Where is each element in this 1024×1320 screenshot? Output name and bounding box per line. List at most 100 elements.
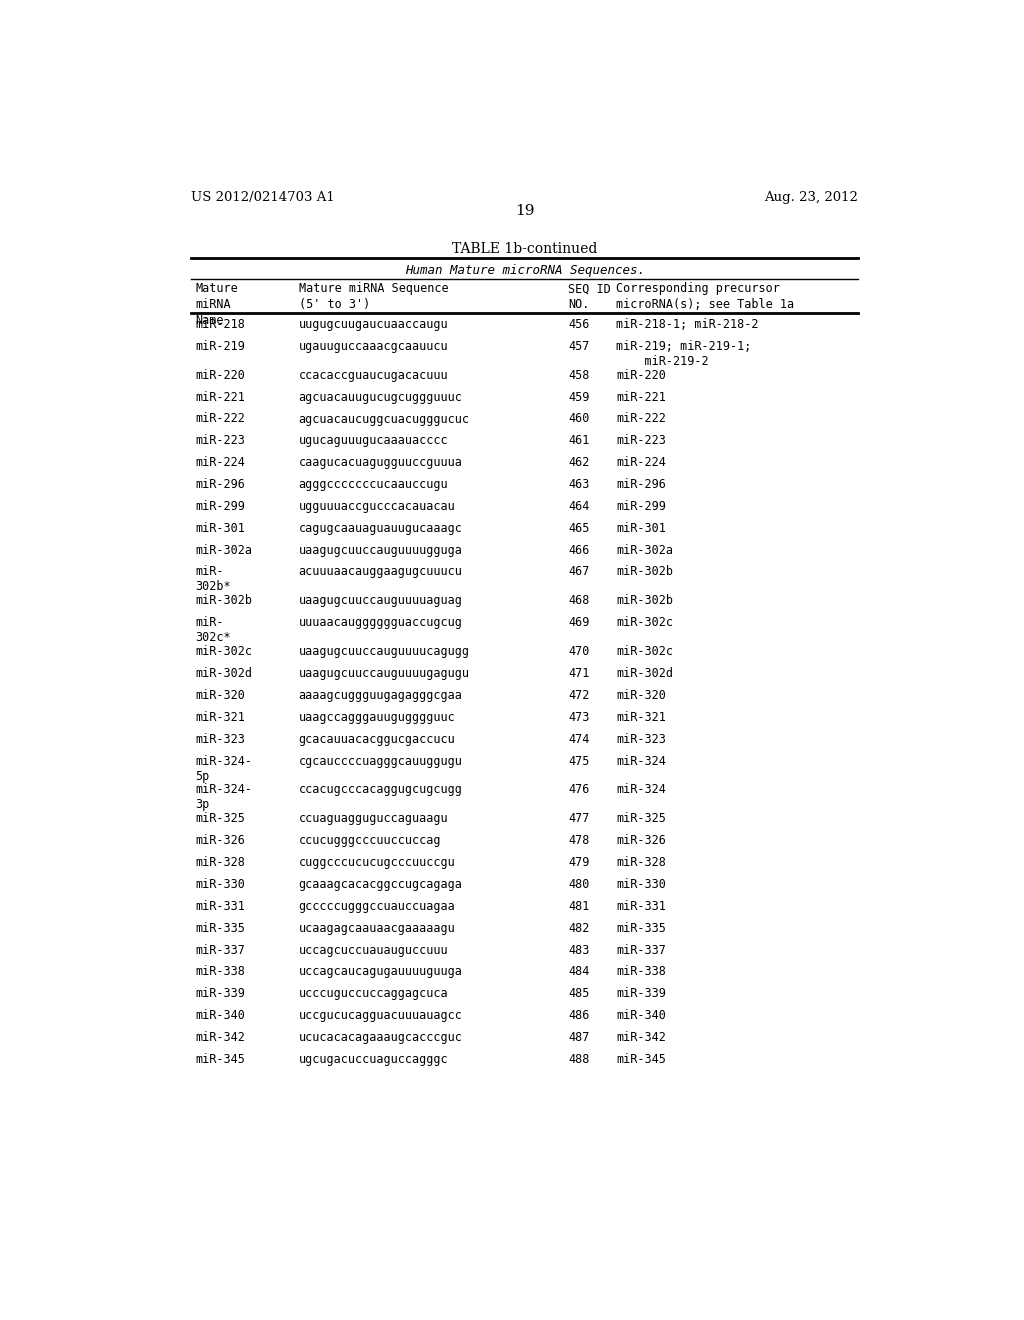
Text: 480: 480 bbox=[568, 878, 590, 891]
Text: gcacauuacacggucgaccucu: gcacauuacacggucgaccucu bbox=[299, 733, 456, 746]
Text: miR-224: miR-224 bbox=[616, 457, 666, 469]
Text: miR-325: miR-325 bbox=[196, 812, 246, 825]
Text: 488: 488 bbox=[568, 1053, 590, 1065]
Text: 468: 468 bbox=[568, 594, 590, 607]
Text: ugauuguccaaacgcaauucu: ugauuguccaaacgcaauucu bbox=[299, 339, 449, 352]
Text: Mature
miRNA
Name: Mature miRNA Name bbox=[196, 282, 239, 327]
Text: Human Mature microRNA Sequences.: Human Mature microRNA Sequences. bbox=[404, 264, 645, 277]
Text: miR-
302c*: miR- 302c* bbox=[196, 616, 231, 644]
Text: 467: 467 bbox=[568, 565, 590, 578]
Text: miR-342: miR-342 bbox=[196, 1031, 246, 1044]
Text: 487: 487 bbox=[568, 1031, 590, 1044]
Text: miR-220: miR-220 bbox=[616, 368, 666, 381]
Text: ugguuuaccgucccacauacau: ugguuuaccgucccacauacau bbox=[299, 500, 456, 513]
Text: miR-302c: miR-302c bbox=[616, 616, 673, 630]
Text: 460: 460 bbox=[568, 412, 590, 425]
Text: 478: 478 bbox=[568, 834, 590, 847]
Text: 471: 471 bbox=[568, 667, 590, 680]
Text: miR-339: miR-339 bbox=[616, 987, 666, 1001]
Text: ugcugacuccuaguccagggc: ugcugacuccuaguccagggc bbox=[299, 1053, 449, 1065]
Text: miR-337: miR-337 bbox=[616, 944, 666, 957]
Text: agcuacaucuggcuacugggucuc: agcuacaucuggcuacugggucuc bbox=[299, 412, 470, 425]
Text: miR-328: miR-328 bbox=[196, 857, 246, 869]
Text: miR-296: miR-296 bbox=[196, 478, 246, 491]
Text: cagugcaauaguauugucaaagc: cagugcaauaguauugucaaagc bbox=[299, 521, 463, 535]
Text: 485: 485 bbox=[568, 987, 590, 1001]
Text: miR-337: miR-337 bbox=[196, 944, 246, 957]
Text: miR-338: miR-338 bbox=[196, 965, 246, 978]
Text: miR-218: miR-218 bbox=[196, 318, 246, 331]
Text: uaagugcuuccauguuuugguga: uaagugcuuccauguuuugguga bbox=[299, 544, 463, 557]
Text: miR-
302b*: miR- 302b* bbox=[196, 565, 231, 594]
Text: ccucugggcccuuccuccag: ccucugggcccuuccuccag bbox=[299, 834, 441, 847]
Text: 472: 472 bbox=[568, 689, 590, 702]
Text: uaagugcuuccauguuuucagugg: uaagugcuuccauguuuucagugg bbox=[299, 645, 470, 659]
Text: 470: 470 bbox=[568, 645, 590, 659]
Text: miR-223: miR-223 bbox=[616, 434, 666, 447]
Text: miR-219: miR-219 bbox=[196, 339, 246, 352]
Text: agggcccccccucaauccugu: agggcccccccucaauccugu bbox=[299, 478, 449, 491]
Text: uaagugcuuccauguuuugagugu: uaagugcuuccauguuuugagugu bbox=[299, 667, 470, 680]
Text: miR-339: miR-339 bbox=[196, 987, 246, 1001]
Text: 463: 463 bbox=[568, 478, 590, 491]
Text: miR-301: miR-301 bbox=[616, 521, 666, 535]
Text: miR-325: miR-325 bbox=[616, 812, 666, 825]
Text: miR-331: miR-331 bbox=[616, 900, 666, 913]
Text: 466: 466 bbox=[568, 544, 590, 557]
Text: miR-324: miR-324 bbox=[616, 755, 666, 767]
Text: cuggcccucucugcccuuccgu: cuggcccucucugcccuuccgu bbox=[299, 857, 456, 869]
Text: SEQ ID
NO.: SEQ ID NO. bbox=[568, 282, 611, 312]
Text: acuuuaacauggaagugcuuucu: acuuuaacauggaagugcuuucu bbox=[299, 565, 463, 578]
Text: miR-335: miR-335 bbox=[616, 921, 666, 935]
Text: miR-218-1; miR-218-2: miR-218-1; miR-218-2 bbox=[616, 318, 759, 331]
Text: 458: 458 bbox=[568, 368, 590, 381]
Text: miR-340: miR-340 bbox=[616, 1008, 666, 1022]
Text: uugugcuugaucuaaccaugu: uugugcuugaucuaaccaugu bbox=[299, 318, 449, 331]
Text: uuuaacaugggggguaccugcug: uuuaacaugggggguaccugcug bbox=[299, 616, 463, 630]
Text: miR-321: miR-321 bbox=[196, 710, 246, 723]
Text: miR-220: miR-220 bbox=[196, 368, 246, 381]
Text: ucucacacagaaaugcacccguc: ucucacacagaaaugcacccguc bbox=[299, 1031, 463, 1044]
Text: 464: 464 bbox=[568, 500, 590, 513]
Text: miR-340: miR-340 bbox=[196, 1008, 246, 1022]
Text: miR-222: miR-222 bbox=[196, 412, 246, 425]
Text: miR-221: miR-221 bbox=[616, 391, 666, 404]
Text: miR-330: miR-330 bbox=[196, 878, 246, 891]
Text: miR-326: miR-326 bbox=[616, 834, 666, 847]
Text: 479: 479 bbox=[568, 857, 590, 869]
Text: miR-320: miR-320 bbox=[616, 689, 666, 702]
Text: uaagugcuuccauguuuuaguag: uaagugcuuccauguuuuaguag bbox=[299, 594, 463, 607]
Text: Mature miRNA Sequence
(5' to 3'): Mature miRNA Sequence (5' to 3') bbox=[299, 282, 449, 312]
Text: miR-219; miR-219-1;
    miR-219-2: miR-219; miR-219-1; miR-219-2 bbox=[616, 339, 752, 368]
Text: miR-320: miR-320 bbox=[196, 689, 246, 702]
Text: ucaagagcaauaacgaaaaagu: ucaagagcaauaacgaaaaagu bbox=[299, 921, 456, 935]
Text: ugucaguuugucaaauacccc: ugucaguuugucaaauacccc bbox=[299, 434, 449, 447]
Text: miR-324-
5p: miR-324- 5p bbox=[196, 755, 253, 783]
Text: uaagccagggauugugggguuc: uaagccagggauugugggguuc bbox=[299, 710, 456, 723]
Text: Corresponding precursor
microRNA(s); see Table 1a: Corresponding precursor microRNA(s); see… bbox=[616, 282, 795, 312]
Text: 484: 484 bbox=[568, 965, 590, 978]
Text: ucccuguccuccaggagcuca: ucccuguccuccaggagcuca bbox=[299, 987, 449, 1001]
Text: miR-345: miR-345 bbox=[616, 1053, 666, 1065]
Text: miR-331: miR-331 bbox=[196, 900, 246, 913]
Text: miR-321: miR-321 bbox=[616, 710, 666, 723]
Text: miR-302b: miR-302b bbox=[196, 594, 253, 607]
Text: caagucacuagugguuccguuua: caagucacuagugguuccguuua bbox=[299, 457, 463, 469]
Text: miR-302b: miR-302b bbox=[616, 565, 673, 578]
Text: TABLE 1b-continued: TABLE 1b-continued bbox=[453, 242, 597, 256]
Text: 482: 482 bbox=[568, 921, 590, 935]
Text: miR-345: miR-345 bbox=[196, 1053, 246, 1065]
Text: miR-299: miR-299 bbox=[196, 500, 246, 513]
Text: agcuacauugucugcuggguuuc: agcuacauugucugcuggguuuc bbox=[299, 391, 463, 404]
Text: miR-342: miR-342 bbox=[616, 1031, 666, 1044]
Text: miR-302d: miR-302d bbox=[196, 667, 253, 680]
Text: 481: 481 bbox=[568, 900, 590, 913]
Text: miR-302c: miR-302c bbox=[196, 645, 253, 659]
Text: miR-299: miR-299 bbox=[616, 500, 666, 513]
Text: uccgucucagguacuuuauagcc: uccgucucagguacuuuauagcc bbox=[299, 1008, 463, 1022]
Text: miR-323: miR-323 bbox=[196, 733, 246, 746]
Text: 462: 462 bbox=[568, 457, 590, 469]
Text: miR-224: miR-224 bbox=[196, 457, 246, 469]
Text: miR-324: miR-324 bbox=[616, 784, 666, 796]
Text: uccagcaucagugauuuuguuga: uccagcaucagugauuuuguuga bbox=[299, 965, 463, 978]
